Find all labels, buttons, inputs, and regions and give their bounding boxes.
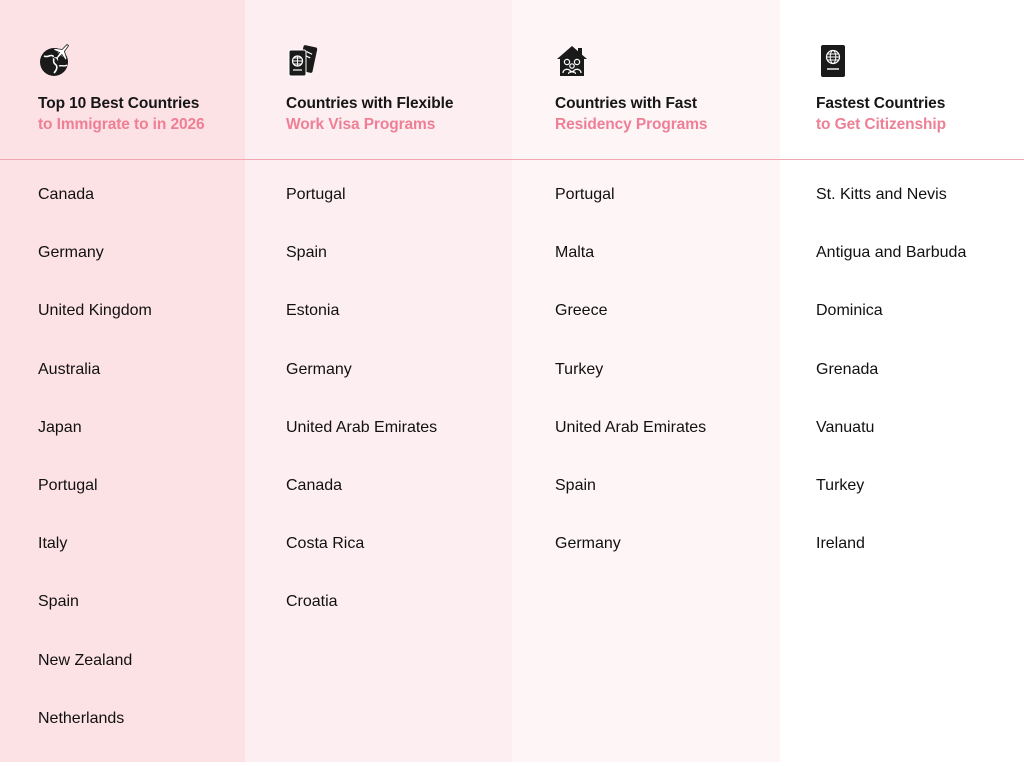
list-item: St. Kitts and Nevis xyxy=(816,186,947,203)
list-item: Canada xyxy=(286,476,343,494)
column-header: Fastest Countries to Get Citizenship xyxy=(816,44,946,135)
list-item: Turkey xyxy=(816,476,865,494)
house-family-icon xyxy=(557,46,587,76)
column-title: Countries with Flexible Work Visa Progra… xyxy=(286,93,453,135)
list-item: Malta xyxy=(555,244,595,262)
list-item: Germany xyxy=(286,360,352,378)
header-divider xyxy=(0,159,1024,160)
list-item: Netherlands xyxy=(38,709,125,727)
list-item: Estonia xyxy=(286,302,340,320)
list-item: Italy xyxy=(38,535,68,553)
column-title-line2: to Immigrate to in 2026 xyxy=(38,116,205,133)
list-item: Vanuatu xyxy=(816,418,875,436)
column-work-visa: Countries with Flexible Work Visa Progra… xyxy=(245,0,512,762)
globe-plane-icon xyxy=(40,44,70,76)
list-item: Portugal xyxy=(286,186,346,203)
column-header: Countries with Fast Residency Programs xyxy=(555,44,708,135)
column-title-line1: Top 10 Best Countries xyxy=(38,95,200,112)
list-item: Germany xyxy=(38,244,104,262)
list-item: Spain xyxy=(38,593,79,611)
country-list: Portugal Spain Estonia Germany United Ar… xyxy=(286,184,437,650)
list-item: Grenada xyxy=(816,360,879,378)
list-item: Costa Rica xyxy=(286,535,365,553)
column-title: Top 10 Best Countries to Immigrate to in… xyxy=(38,93,205,135)
column-header: Countries with Flexible Work Visa Progra… xyxy=(286,44,453,135)
list-item: Japan xyxy=(38,418,82,436)
list-item: Croatia xyxy=(286,593,338,611)
column-title-line1: Countries with Flexible xyxy=(286,95,454,112)
list-item: Turkey xyxy=(555,360,604,378)
country-list: St. Kitts and Nevis Antigua and Barbuda … xyxy=(816,184,966,591)
column-top-countries: Top 10 Best Countries to Immigrate to in… xyxy=(0,0,245,762)
country-list: Canada Germany United Kingdom Australia … xyxy=(38,184,152,766)
column-fast-residency: Countries with Fast Residency Programs P… xyxy=(512,0,780,762)
column-title-line2: to Get Citizenship xyxy=(816,116,946,133)
list-item: United Kingdom xyxy=(38,302,152,320)
country-list: Portugal Malta Greece Turkey United Arab… xyxy=(555,184,706,591)
list-item: United Arab Emirates xyxy=(286,418,438,436)
passport-ticket-icon xyxy=(288,45,318,77)
list-item: Ireland xyxy=(816,535,865,553)
list-item: Canada xyxy=(38,186,95,203)
list-item: Spain xyxy=(286,244,327,262)
column-title-line2: Residency Programs xyxy=(555,116,708,133)
list-item: Greece xyxy=(555,302,608,320)
column-title-line1: Countries with Fast xyxy=(555,95,697,112)
list-item: Antigua and Barbuda xyxy=(816,244,967,262)
column-title-line1: Fastest Countries xyxy=(816,95,946,112)
list-item: Portugal xyxy=(38,476,98,494)
list-item: United Arab Emirates xyxy=(555,418,707,436)
column-title: Countries with Fast Residency Programs xyxy=(555,93,708,135)
list-item: Germany xyxy=(555,535,621,553)
passport-icon xyxy=(821,45,845,77)
list-item: Portugal xyxy=(555,186,615,203)
list-item: Australia xyxy=(38,360,101,378)
column-fast-citizenship: Fastest Countries to Get Citizenship St.… xyxy=(780,0,1024,762)
list-item: Spain xyxy=(555,476,596,494)
column-header: Top 10 Best Countries to Immigrate to in… xyxy=(38,44,205,135)
column-title: Fastest Countries to Get Citizenship xyxy=(816,93,946,135)
column-title-line2: Work Visa Programs xyxy=(286,116,436,133)
list-item: New Zealand xyxy=(38,651,133,669)
list-item: Dominica xyxy=(816,302,883,320)
